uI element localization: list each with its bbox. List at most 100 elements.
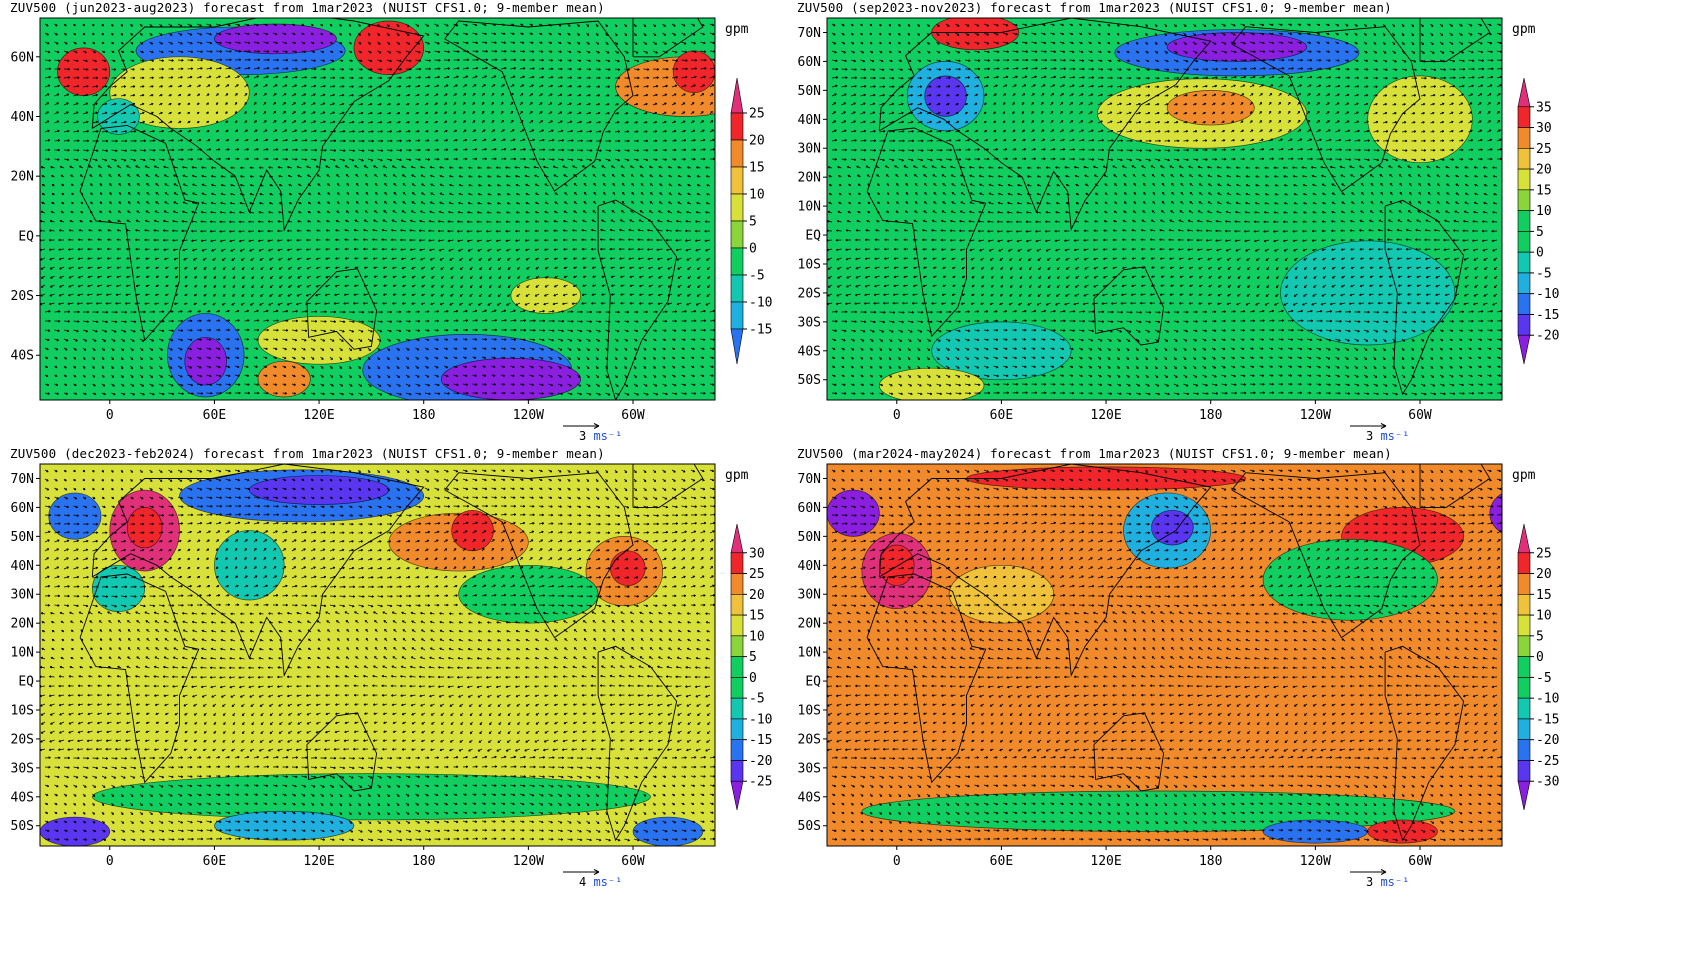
colorbar-tick-label: 5 (1536, 629, 1544, 644)
lat-tick-label: 40N (798, 113, 821, 128)
colorbar-tick-label: -15 (749, 733, 772, 748)
anomaly-contour (184, 336, 227, 386)
anomaly-contour (440, 357, 582, 400)
lon-tick-label: 0 (106, 854, 114, 869)
coastlines (79, 18, 704, 400)
colorbar-tick-label: 25 (749, 107, 765, 122)
lat-tick-label: 40N (11, 559, 34, 574)
unit-label: gpm (1512, 22, 1535, 37)
lat-tick-label: 50N (798, 530, 821, 545)
lat-tick-label: 60N (11, 501, 34, 516)
reference-vector-label: 4 ms⁻¹ (579, 875, 622, 889)
lon-tick-label: 60W (1408, 854, 1432, 869)
colorbar-tick-label: 15 (1536, 183, 1552, 198)
lon-tick-label: 120E (303, 854, 334, 869)
lon-tick-label: 120E (303, 408, 334, 423)
lat-tick-label: 50S (11, 819, 34, 834)
wind-vector-field (827, 469, 1502, 842)
lon-tick-label: 60W (621, 408, 645, 423)
lon-tick-label: 0 (893, 408, 901, 423)
anomaly-contour (1151, 509, 1194, 546)
colorbar-tick-label: -10 (1536, 287, 1559, 302)
map-plot: 70N 60N 50N 40N 30N 20N 10N EQ 10S 20S 30S 40S 50S 0 6… (11, 463, 772, 889)
lat-tick-label: 10S (798, 703, 821, 718)
colorbar-tick-label: 20 (749, 134, 765, 149)
lon-tick-label: 120W (1300, 854, 1331, 869)
lon-tick-label: 180 (412, 854, 435, 869)
panel-title: ZUV500 (dec2023-feb2024) forecast from 1… (10, 446, 605, 461)
colorbar-tick-label: -5 (1536, 671, 1552, 686)
panel-1: ZUV500 (jun2023-aug2023) forecast from 1… (0, 0, 843, 478)
lat-tick-label: 10N (798, 646, 821, 661)
map-plot: 70N 60N 50N 40N 30N 20N 10N EQ 10S 20S 30S 40S 50S 0 6… (798, 463, 1559, 889)
unit-label: gpm (725, 468, 748, 483)
anomaly-contour (827, 489, 880, 537)
colorbar-tick-label: -10 (749, 296, 772, 311)
colorbar-tick-label: -5 (749, 692, 765, 707)
lat-tick-label: 10S (798, 257, 821, 272)
lon-tick-label: 60W (621, 854, 645, 869)
reference-vector: 3 ms⁻¹ (563, 423, 622, 443)
anomaly-contour (861, 790, 1456, 832)
panel-title: ZUV500 (mar2024-may2024) forecast from 1… (797, 446, 1392, 461)
lon-tick-label: 60E (990, 854, 1013, 869)
colorbar-tick-label: 5 (1536, 225, 1544, 240)
colorbar-tick-label: 30 (1536, 121, 1552, 136)
anomaly-contour (57, 47, 111, 96)
lat-tick-label: 20S (11, 732, 34, 747)
colorbar-tick-label: 0 (749, 671, 757, 686)
plot-frame (826, 17, 1503, 401)
colorbar-tick-label: 35 (1536, 100, 1552, 115)
lon-tick-label: 60E (990, 408, 1013, 423)
lon-tick-label: 60E (203, 854, 226, 869)
colorbar-tick-label: 10 (1536, 204, 1552, 219)
colorbar-tick-label: -15 (1536, 308, 1559, 323)
lat-tick-label: EQ (18, 229, 34, 244)
anomaly-contour (1262, 819, 1369, 844)
lat-tick-label: 40S (798, 344, 821, 359)
colorbar-tick-label: 5 (749, 215, 757, 230)
reference-vector-label: 3 ms⁻¹ (579, 429, 622, 443)
lat-tick-label: EQ (805, 675, 821, 690)
anomaly-contour (257, 360, 311, 398)
reference-vector: 3 ms⁻¹ (1350, 869, 1409, 889)
plot-frame (39, 17, 716, 401)
reference-vector-label: 3 ms⁻¹ (1366, 429, 1409, 443)
colorbar: 35 30 25 20 15 10 5 0 -5 -10 -15 -20 (1517, 77, 1559, 365)
anomaly-contour (458, 564, 599, 624)
lon-tick-label: 60E (203, 408, 226, 423)
lat-tick-label: 10N (798, 200, 821, 215)
anomaly-contour (1166, 89, 1255, 126)
lon-tick-label: 120W (513, 408, 544, 423)
lat-tick-label: 20S (798, 732, 821, 747)
panel-3: ZUV500 (dec2023-feb2024) forecast from 1… (0, 446, 843, 924)
lat-tick-label: 70N (798, 26, 821, 41)
anomaly-contour (878, 367, 985, 400)
colorbar-tick-label: 10 (749, 188, 765, 203)
anomaly-contour (966, 466, 1246, 491)
colorbar-tick-label: -5 (749, 269, 765, 284)
colorbar: 25 20 15 10 5 0 -5 -10 -15 (730, 77, 772, 365)
reference-vector: 4 ms⁻¹ (563, 869, 622, 889)
panel-4: ZUV500 (mar2024-may2024) forecast from 1… (787, 446, 1630, 924)
lat-tick-label: 70N (798, 472, 821, 487)
map-plot: 60N 40N 20N EQ 20S 40S 0 60E 120E 180 120W 60W 3 ms⁻… (11, 17, 772, 443)
lon-tick-label: 180 (1199, 854, 1222, 869)
colorbar-tick-label: 20 (1536, 163, 1552, 178)
colorbar-tick-label: -20 (1536, 733, 1559, 748)
lat-tick-label: 20N (11, 170, 34, 185)
lat-tick-label: 30S (798, 761, 821, 776)
reference-vector: 3 ms⁻¹ (1350, 423, 1409, 443)
lat-tick-label: 50S (798, 373, 821, 388)
lon-tick-label: 180 (412, 408, 435, 423)
lat-tick-label: 20N (798, 617, 821, 632)
anomaly-contour (214, 530, 285, 601)
colorbar-tick-label: -20 (749, 754, 772, 769)
wind-vector-field (827, 23, 1502, 396)
colorbar-tick-label: -25 (1536, 754, 1559, 769)
lat-tick-label: 20S (11, 289, 34, 304)
colorbar-tick-label: 0 (1536, 650, 1544, 665)
lon-tick-label: 180 (1199, 408, 1222, 423)
unit-label: gpm (725, 22, 748, 37)
anomaly-contour (248, 475, 390, 505)
